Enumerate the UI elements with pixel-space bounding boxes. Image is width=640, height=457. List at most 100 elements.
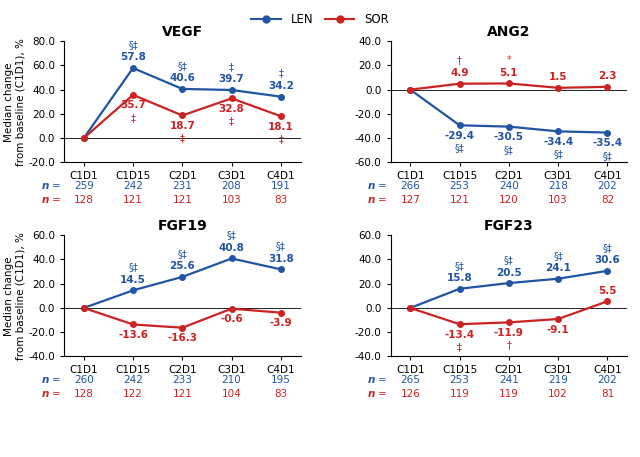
Text: 30.6: 30.6: [595, 255, 620, 265]
Text: -3.9: -3.9: [269, 318, 292, 328]
Y-axis label: Median change
from baseline (C1D1), %: Median change from baseline (C1D1), %: [4, 232, 26, 360]
Text: 34.2: 34.2: [268, 81, 294, 91]
Text: §‡: §‡: [177, 249, 187, 259]
Text: 219: 219: [548, 375, 568, 385]
Text: -11.9: -11.9: [494, 328, 524, 338]
Text: $\bfit{n}$ =: $\bfit{n}$ =: [367, 181, 387, 191]
Text: 83: 83: [275, 195, 287, 205]
Text: 122: 122: [123, 389, 143, 399]
Text: §‡: §‡: [177, 61, 187, 71]
Text: §‡: §‡: [603, 243, 612, 253]
Text: 81: 81: [601, 389, 614, 399]
Text: 4.9: 4.9: [451, 68, 469, 78]
Text: §‡: §‡: [554, 149, 563, 159]
Text: 202: 202: [598, 375, 618, 385]
Text: -30.5: -30.5: [494, 132, 524, 142]
Text: 14.5: 14.5: [120, 275, 146, 285]
Text: 233: 233: [172, 375, 192, 385]
Text: 83: 83: [275, 389, 287, 399]
Text: 121: 121: [450, 195, 470, 205]
Text: 253: 253: [450, 375, 470, 385]
Title: FGF19: FGF19: [157, 218, 207, 233]
Text: ‡: ‡: [131, 113, 136, 123]
Text: -35.4: -35.4: [593, 138, 623, 148]
Text: †: †: [457, 56, 462, 66]
Text: $\bfit{n}$ =: $\bfit{n}$ =: [367, 389, 387, 399]
Text: 31.8: 31.8: [268, 254, 294, 264]
Title: FGF23: FGF23: [484, 218, 534, 233]
Text: 191: 191: [271, 181, 291, 191]
Text: 128: 128: [74, 389, 93, 399]
Text: 18.1: 18.1: [268, 122, 294, 132]
Text: §‡: §‡: [454, 143, 465, 154]
Text: 126: 126: [401, 389, 420, 399]
Text: 242: 242: [123, 375, 143, 385]
Text: 240: 240: [499, 181, 519, 191]
Text: $\bfit{n}$ =: $\bfit{n}$ =: [367, 195, 387, 205]
Text: 104: 104: [221, 389, 241, 399]
Legend: LEN, SOR: LEN, SOR: [247, 8, 393, 31]
Text: *: *: [506, 55, 511, 65]
Text: 24.1: 24.1: [545, 263, 571, 273]
Text: 121: 121: [172, 389, 192, 399]
Text: -0.6: -0.6: [220, 314, 243, 324]
Text: -16.3: -16.3: [167, 333, 197, 343]
Text: 260: 260: [74, 375, 93, 385]
Text: 25.6: 25.6: [170, 261, 195, 271]
Text: 266: 266: [401, 181, 420, 191]
Text: 121: 121: [123, 195, 143, 205]
Text: 253: 253: [450, 181, 470, 191]
Text: 103: 103: [548, 195, 568, 205]
Text: 103: 103: [221, 195, 241, 205]
Text: 5.1: 5.1: [500, 68, 518, 78]
Text: 119: 119: [450, 389, 470, 399]
Text: §‡: §‡: [276, 241, 286, 251]
Text: -13.4: -13.4: [445, 330, 475, 340]
Text: -9.1: -9.1: [547, 324, 570, 335]
Text: 208: 208: [221, 181, 241, 191]
Text: ‡: ‡: [278, 69, 284, 79]
Text: 218: 218: [548, 181, 568, 191]
Text: 127: 127: [401, 195, 420, 205]
Text: §‡: §‡: [128, 40, 138, 50]
Text: 119: 119: [499, 389, 519, 399]
Text: §‡: §‡: [128, 262, 138, 272]
Text: 20.5: 20.5: [496, 267, 522, 277]
Text: 241: 241: [499, 375, 519, 385]
Text: ‡: ‡: [229, 117, 234, 127]
Text: 2.3: 2.3: [598, 71, 617, 81]
Text: §‡: §‡: [504, 255, 514, 265]
Text: §‡: §‡: [227, 230, 237, 240]
Title: VEGF: VEGF: [162, 25, 203, 38]
Text: 5.5: 5.5: [598, 286, 617, 296]
Text: †: †: [506, 340, 511, 351]
Text: ‡: ‡: [278, 134, 284, 144]
Text: §‡: §‡: [554, 250, 563, 260]
Text: 202: 202: [598, 181, 618, 191]
Text: 259: 259: [74, 181, 93, 191]
Text: 128: 128: [74, 195, 93, 205]
Text: -13.6: -13.6: [118, 330, 148, 340]
Text: 231: 231: [172, 181, 192, 191]
Text: $\bfit{n}$ =: $\bfit{n}$ =: [40, 375, 61, 385]
Text: $\bfit{n}$ =: $\bfit{n}$ =: [40, 181, 61, 191]
Text: $\bfit{n}$ =: $\bfit{n}$ =: [40, 195, 61, 205]
Text: ‡: ‡: [457, 342, 462, 352]
Text: §‡: §‡: [504, 145, 514, 154]
Text: 39.7: 39.7: [219, 74, 244, 85]
Text: 1.5: 1.5: [549, 72, 568, 82]
Text: ‡: ‡: [180, 133, 185, 143]
Text: -34.4: -34.4: [543, 137, 573, 147]
Text: 32.8: 32.8: [219, 104, 244, 114]
Y-axis label: Median change
from baseline (C1D1), %: Median change from baseline (C1D1), %: [4, 38, 26, 166]
Text: 40.8: 40.8: [219, 243, 244, 253]
Text: §‡: §‡: [454, 261, 465, 271]
Text: ‡: ‡: [229, 62, 234, 72]
Text: 195: 195: [271, 375, 291, 385]
Text: §‡: §‡: [603, 151, 612, 160]
Text: 15.8: 15.8: [447, 273, 472, 283]
Text: 121: 121: [172, 195, 192, 205]
Text: 120: 120: [499, 195, 519, 205]
Text: 57.8: 57.8: [120, 53, 146, 63]
Text: 102: 102: [548, 389, 568, 399]
